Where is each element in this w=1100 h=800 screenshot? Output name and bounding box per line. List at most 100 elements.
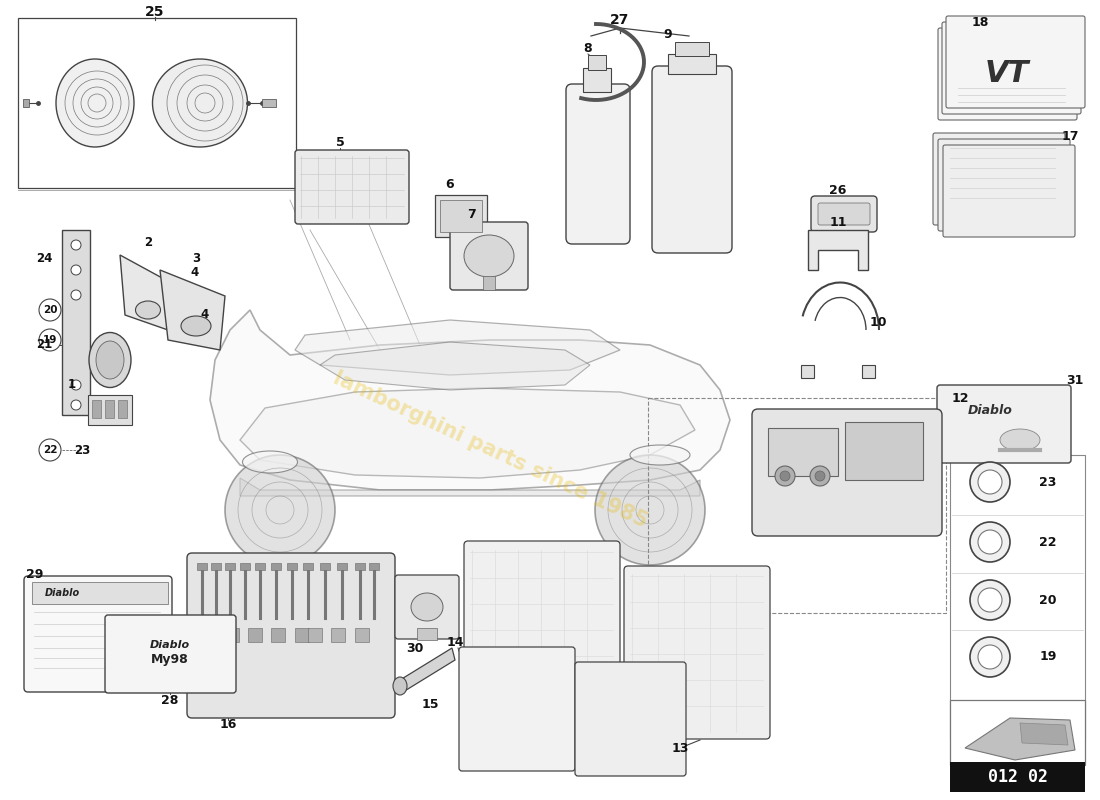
Bar xyxy=(368,563,379,570)
Circle shape xyxy=(72,400,81,410)
Ellipse shape xyxy=(242,451,297,473)
Circle shape xyxy=(978,645,1002,669)
FancyBboxPatch shape xyxy=(395,575,459,639)
Polygon shape xyxy=(862,365,874,378)
Text: 29: 29 xyxy=(26,567,44,581)
Bar xyxy=(434,195,487,237)
Bar xyxy=(240,563,250,570)
Text: 28: 28 xyxy=(162,694,178,706)
FancyBboxPatch shape xyxy=(566,84,630,244)
Bar xyxy=(118,400,127,418)
Bar xyxy=(92,400,101,418)
Bar xyxy=(204,628,217,642)
Polygon shape xyxy=(160,270,226,350)
Text: 24: 24 xyxy=(36,251,52,265)
FancyBboxPatch shape xyxy=(624,566,770,739)
Bar xyxy=(18,18,296,188)
Text: Diablo: Diablo xyxy=(150,640,190,650)
FancyBboxPatch shape xyxy=(450,222,528,290)
Bar xyxy=(417,628,437,640)
Bar xyxy=(248,628,262,642)
Polygon shape xyxy=(400,648,455,692)
Circle shape xyxy=(978,588,1002,612)
Ellipse shape xyxy=(630,445,690,465)
Bar xyxy=(440,200,482,232)
Bar xyxy=(197,563,207,570)
Bar xyxy=(262,99,276,107)
Ellipse shape xyxy=(1000,429,1040,451)
Ellipse shape xyxy=(182,316,211,336)
Text: VT: VT xyxy=(984,58,1030,87)
Bar xyxy=(583,68,610,92)
Text: 12: 12 xyxy=(952,391,969,405)
FancyBboxPatch shape xyxy=(24,576,172,692)
Bar xyxy=(302,563,313,570)
Bar xyxy=(483,276,495,290)
FancyBboxPatch shape xyxy=(295,150,409,224)
Bar xyxy=(320,563,330,570)
FancyBboxPatch shape xyxy=(818,203,870,225)
Bar xyxy=(62,230,90,415)
Polygon shape xyxy=(808,230,868,270)
Bar xyxy=(355,563,365,570)
Polygon shape xyxy=(965,718,1075,760)
Text: 2: 2 xyxy=(144,237,152,250)
Circle shape xyxy=(815,471,825,481)
Polygon shape xyxy=(240,478,700,496)
Text: 18: 18 xyxy=(971,15,989,29)
Circle shape xyxy=(595,455,705,565)
Polygon shape xyxy=(1020,723,1068,745)
Text: 13: 13 xyxy=(671,742,689,754)
Polygon shape xyxy=(320,342,590,390)
Text: Diablo: Diablo xyxy=(44,588,79,598)
Text: 31: 31 xyxy=(1066,374,1083,386)
Ellipse shape xyxy=(393,677,407,695)
FancyBboxPatch shape xyxy=(811,196,877,232)
Polygon shape xyxy=(120,255,175,330)
FancyBboxPatch shape xyxy=(575,662,686,776)
Text: 23: 23 xyxy=(74,443,90,457)
Bar xyxy=(255,563,265,570)
Text: 20: 20 xyxy=(43,305,57,315)
Text: 11: 11 xyxy=(829,215,847,229)
Polygon shape xyxy=(210,310,730,490)
Ellipse shape xyxy=(96,341,124,379)
Text: 4: 4 xyxy=(191,266,199,278)
Bar xyxy=(950,455,1085,740)
Text: 8: 8 xyxy=(584,42,592,55)
Text: 22: 22 xyxy=(1040,535,1057,549)
Text: 9: 9 xyxy=(663,27,672,41)
Bar xyxy=(104,400,114,418)
Circle shape xyxy=(226,455,336,565)
Bar xyxy=(337,563,346,570)
Text: 16: 16 xyxy=(219,718,236,731)
FancyBboxPatch shape xyxy=(943,145,1075,237)
Bar xyxy=(226,628,239,642)
Polygon shape xyxy=(801,365,814,378)
Text: 30: 30 xyxy=(406,642,424,654)
Bar xyxy=(211,563,221,570)
FancyBboxPatch shape xyxy=(459,647,575,771)
FancyBboxPatch shape xyxy=(942,22,1081,114)
Bar xyxy=(950,700,1085,765)
Bar xyxy=(648,398,946,613)
FancyBboxPatch shape xyxy=(938,28,1077,120)
Bar xyxy=(32,582,168,604)
FancyBboxPatch shape xyxy=(187,553,395,718)
Text: 25: 25 xyxy=(145,5,165,19)
Circle shape xyxy=(776,466,795,486)
Circle shape xyxy=(970,580,1010,620)
Bar xyxy=(271,563,281,570)
Ellipse shape xyxy=(135,301,161,319)
FancyBboxPatch shape xyxy=(938,139,1070,231)
Bar xyxy=(675,42,710,56)
Text: 3: 3 xyxy=(191,251,200,265)
Circle shape xyxy=(39,299,60,321)
Circle shape xyxy=(978,470,1002,494)
Text: 15: 15 xyxy=(421,698,439,711)
Bar xyxy=(295,628,309,642)
Text: 5: 5 xyxy=(336,137,344,150)
Bar xyxy=(331,628,345,642)
Text: 17: 17 xyxy=(1062,130,1079,142)
Bar xyxy=(226,563,235,570)
